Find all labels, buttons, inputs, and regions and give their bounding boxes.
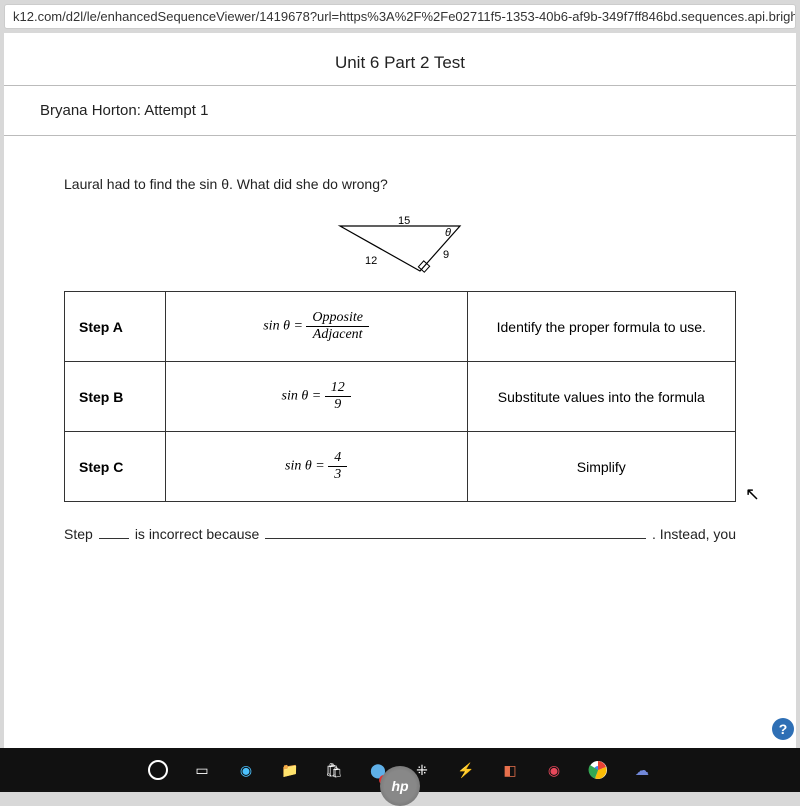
- page-content: Unit 6 Part 2 Test Bryana Horton: Attemp…: [4, 33, 796, 753]
- help-button[interactable]: ?: [772, 718, 794, 740]
- chrome-icon[interactable]: [587, 759, 609, 781]
- page-title: Unit 6 Part 2 Test: [4, 33, 796, 85]
- step-formula: sin θ = 43: [165, 432, 467, 502]
- edge-icon[interactable]: ◉: [235, 759, 257, 781]
- step-label: Step B: [65, 362, 166, 432]
- bolt-icon[interactable]: ⚡: [455, 759, 477, 781]
- step-label: Step C: [65, 432, 166, 502]
- table-row: Step C sin θ = 43 Simplify: [65, 432, 736, 502]
- discord-icon[interactable]: ☁: [631, 759, 653, 781]
- explorer-icon[interactable]: 📁: [279, 759, 301, 781]
- triangle-diagram: 15 12 9 θ: [4, 208, 796, 291]
- task-view-icon[interactable]: ▭: [191, 759, 213, 781]
- start-icon[interactable]: [147, 759, 169, 781]
- blank-input-long[interactable]: [265, 538, 646, 539]
- step-formula: sin θ = OppositeAdjacent: [165, 292, 467, 362]
- store-icon[interactable]: 🛍: [323, 759, 345, 781]
- cursor-icon: ↖: [745, 484, 760, 505]
- step-desc: Substitute values into the formula: [467, 362, 735, 432]
- table-row: Step B sin θ = 129 Substitute values int…: [65, 362, 736, 432]
- step-formula: sin θ = 129: [165, 362, 467, 432]
- angle-label: θ: [445, 227, 451, 239]
- step-desc: Simplify: [467, 432, 735, 502]
- table-row: Step A sin θ = OppositeAdjacent Identify…: [65, 292, 736, 362]
- side-top-label: 15: [398, 216, 410, 227]
- steps-table: Step A sin θ = OppositeAdjacent Identify…: [64, 291, 736, 502]
- side-left-label: 12: [365, 255, 377, 267]
- step-desc: Identify the proper formula to use.: [467, 292, 735, 362]
- office-icon[interactable]: ◧: [499, 759, 521, 781]
- app2-icon[interactable]: ◉: [543, 759, 565, 781]
- side-right-label: 9: [443, 249, 449, 261]
- url-bar[interactable]: k12.com/d2l/le/enhancedSequenceViewer/14…: [4, 4, 796, 29]
- attempt-info: Bryana Horton: Attempt 1: [4, 86, 796, 135]
- step-label: Step A: [65, 292, 166, 362]
- hp-logo: hp: [380, 766, 420, 806]
- question-text: Laural had to find the sin θ. What did s…: [4, 136, 796, 208]
- fill-in-blank: Step is incorrect because . Instead, you: [4, 502, 796, 566]
- blank-input-short[interactable]: [99, 538, 129, 539]
